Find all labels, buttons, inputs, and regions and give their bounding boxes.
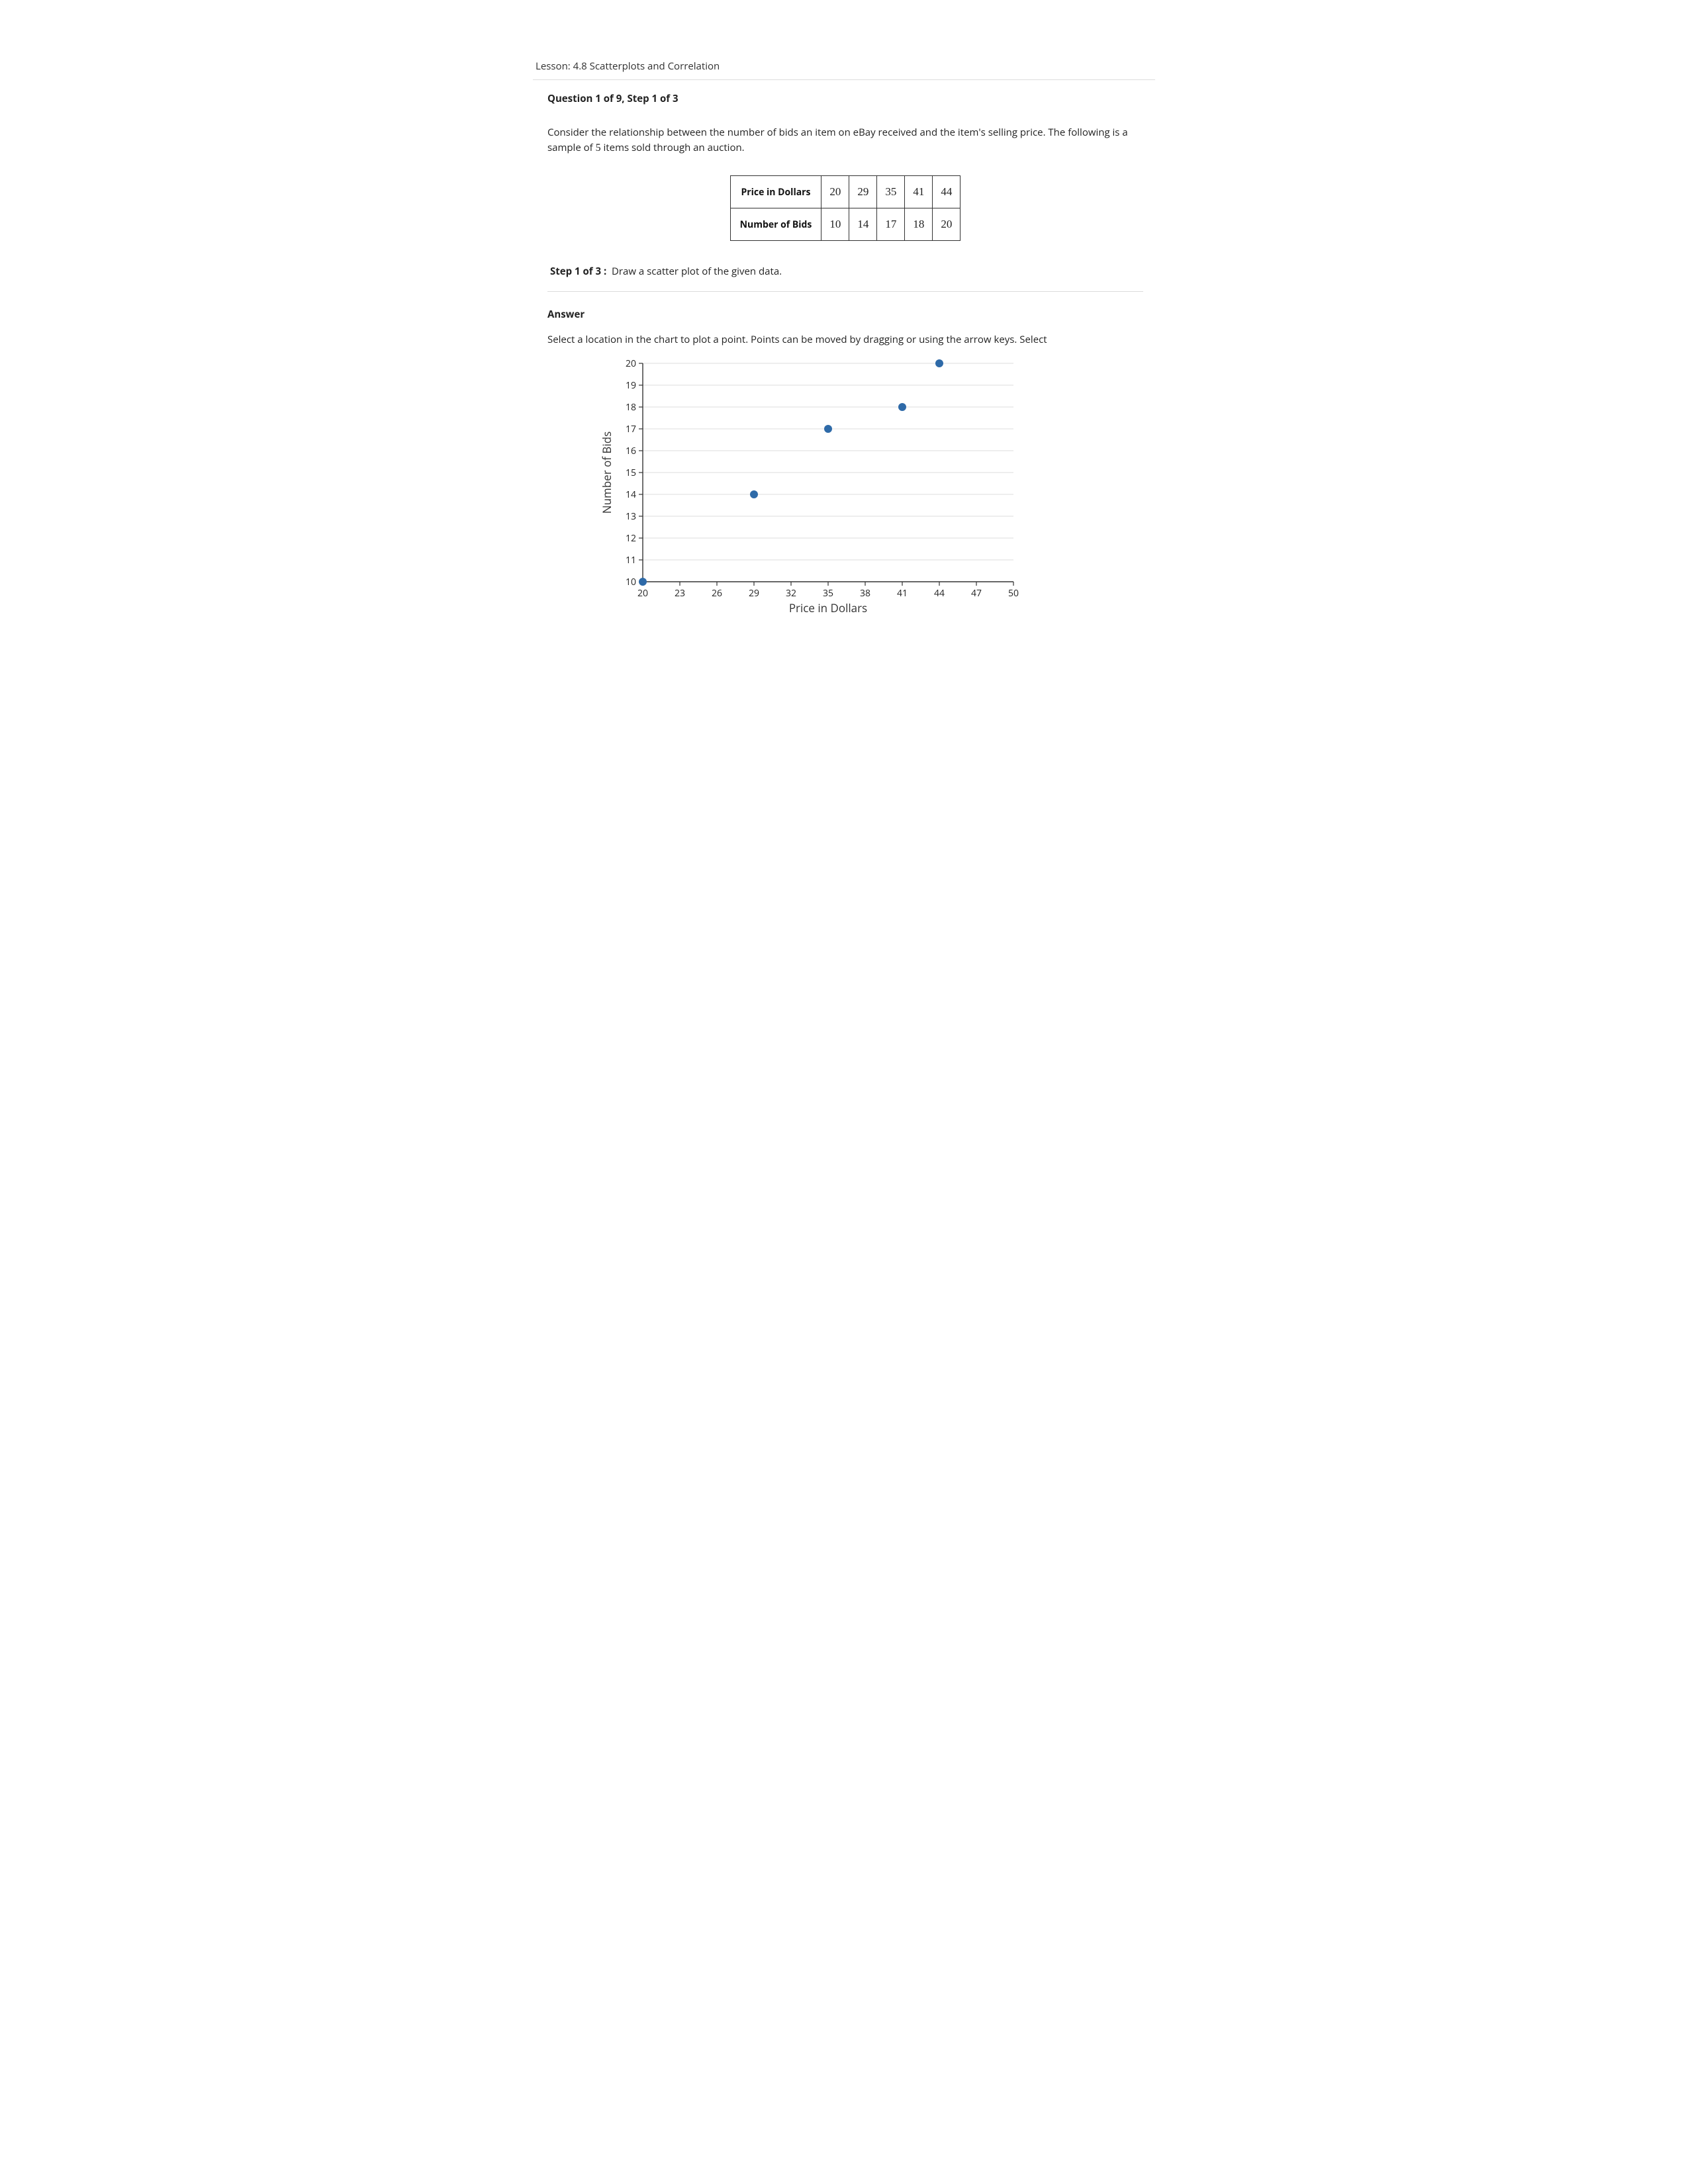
table-cell: 14 (849, 208, 877, 241)
svg-text:20: 20 (626, 357, 636, 370)
question-body-post: items sold through an auction. (601, 141, 745, 154)
chart-svg[interactable]: 10 11 12 13 14 15 16 17 18 19 20 20 23 26 29 32 35 38 41 44… (594, 355, 1023, 619)
svg-text:35: 35 (823, 587, 833, 600)
svg-text:13: 13 (626, 510, 636, 523)
question-body-n: 5 (596, 142, 601, 154)
table-cell: 35 (877, 176, 905, 208)
svg-text:47: 47 (971, 587, 982, 600)
svg-text:19: 19 (626, 379, 636, 392)
svg-text:17: 17 (626, 423, 636, 435)
page: Lesson: 4.8 Scatterplots and Correlation… (506, 0, 1182, 645)
table-cell: 17 (877, 208, 905, 241)
divider (547, 291, 1143, 292)
svg-text:20: 20 (637, 587, 648, 600)
answer-heading: Answer (547, 308, 1143, 321)
svg-text:16: 16 (626, 445, 636, 457)
data-table: Price in Dollars 20 29 35 41 44 Number o… (730, 175, 961, 241)
scatter-point[interactable] (824, 425, 832, 433)
scatter-point[interactable] (935, 359, 943, 367)
lesson-title: 4.8 Scatterplots and Correlation (573, 60, 720, 73)
table-cell: 18 (905, 208, 933, 241)
svg-text:Number of Bids: Number of Bids (599, 432, 614, 514)
lesson-header: Lesson: 4.8 Scatterplots and Correlation (533, 60, 1155, 80)
step-text: Draw a scatter plot of the given data. (612, 265, 782, 278)
svg-text:41: 41 (897, 587, 908, 600)
table-row: Number of Bids 10 14 17 18 20 (730, 208, 961, 241)
svg-text:15: 15 (626, 467, 636, 479)
table-cell: 10 (821, 208, 849, 241)
scatter-point[interactable] (750, 490, 758, 498)
row1-label: Price in Dollars (730, 176, 821, 208)
question-body: Consider the relationship between the nu… (547, 125, 1143, 157)
table-row: Price in Dollars 20 29 35 41 44 (730, 176, 961, 208)
table-cell: 20 (821, 176, 849, 208)
lesson-prefix: Lesson: (536, 60, 571, 73)
step-label: Step 1 of 3 : (550, 265, 606, 278)
table-cell: 29 (849, 176, 877, 208)
scatter-chart[interactable]: 10 11 12 13 14 15 16 17 18 19 20 20 23 26 29 32 35 38 41 44… (594, 355, 1017, 619)
svg-text:Price in Dollars: Price in Dollars (789, 600, 867, 615)
row2-label: Number of Bids (730, 208, 821, 241)
scatter-point[interactable] (898, 403, 906, 411)
table-cell: 44 (933, 176, 961, 208)
svg-text:29: 29 (749, 587, 759, 600)
svg-text:18: 18 (626, 401, 636, 414)
svg-text:10: 10 (626, 576, 636, 588)
answer-instruction: Select a location in the chart to plot a… (547, 333, 1143, 346)
table-cell: 41 (905, 176, 933, 208)
svg-text:14: 14 (626, 488, 636, 501)
svg-text:38: 38 (860, 587, 870, 600)
svg-text:50: 50 (1008, 587, 1019, 600)
svg-text:26: 26 (712, 587, 722, 600)
question-heading: Question 1 of 9, Step 1 of 3 (547, 92, 1143, 105)
scatter-point[interactable] (639, 578, 647, 586)
question-block: Question 1 of 9, Step 1 of 3 Consider th… (533, 92, 1155, 619)
svg-text:11: 11 (626, 554, 636, 567)
svg-text:23: 23 (675, 587, 685, 600)
svg-text:44: 44 (934, 587, 945, 600)
svg-text:32: 32 (786, 587, 796, 600)
svg-text:12: 12 (626, 532, 636, 545)
table-cell: 20 (933, 208, 961, 241)
step-line: Step 1 of 3 : Draw a scatter plot of the… (550, 265, 1143, 278)
